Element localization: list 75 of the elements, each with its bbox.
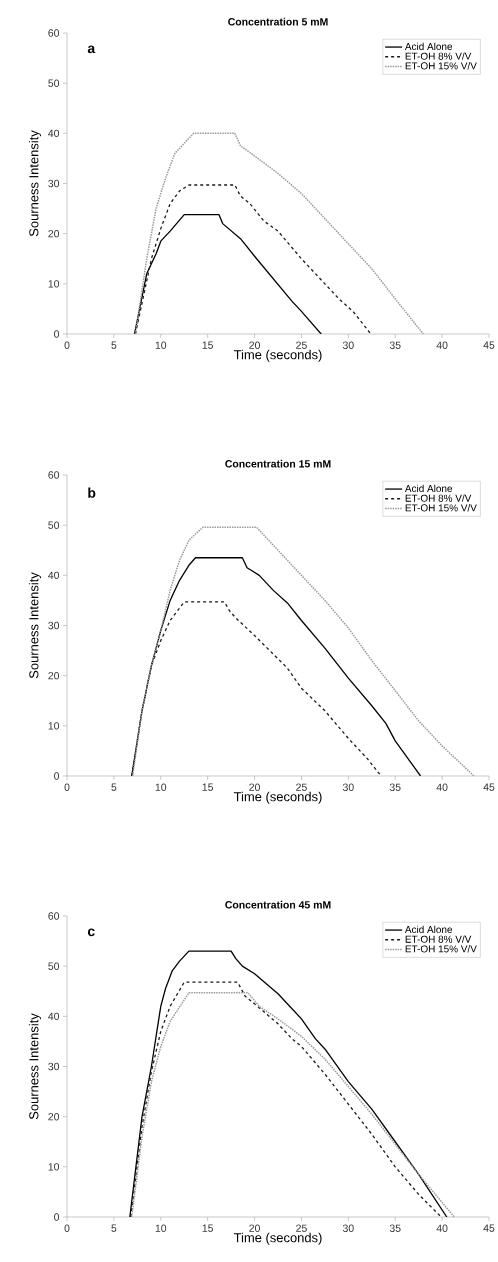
x-tick-label: 40	[436, 341, 448, 349]
x-tick-label: 35	[389, 341, 401, 349]
y-tick-label: 60	[48, 471, 60, 479]
legend-label: Acid Alone	[404, 484, 453, 493]
chart-title: Concentration 5 mM	[228, 17, 328, 26]
x-tick-label: 20	[249, 783, 260, 791]
y-tick-label: 50	[48, 962, 60, 970]
y-tick-label: 40	[48, 571, 60, 580]
x-tick-label: 45	[483, 783, 495, 791]
x-tick-label: 45	[483, 341, 495, 349]
x-tick-label: 35	[389, 783, 401, 791]
legend-label: Acid Alone	[404, 925, 453, 934]
annotation: c	[87, 928, 95, 937]
x-tick-label: 40	[436, 1224, 448, 1232]
y-tick-label: 10	[48, 280, 60, 288]
y-axis-title: Sourness Intensity	[28, 1013, 41, 1120]
x-axis-title: Time (seconds)	[233, 349, 322, 362]
y-tick-label: 0	[54, 1213, 60, 1221]
x-tick-label: 10	[155, 783, 167, 791]
legend-label: Acid Alone	[404, 42, 453, 51]
y-tick-label: 40	[48, 1012, 60, 1021]
x-tick-label: 45	[483, 1224, 495, 1232]
y-tick-label: 50	[48, 521, 60, 529]
legend-label: ET-OH 15% V/V	[405, 945, 477, 953]
y-tick-label: 10	[48, 1163, 60, 1171]
y-tick-label: 0	[54, 772, 60, 780]
y-tick-label: 60	[48, 29, 60, 37]
x-tick-label: 5	[111, 783, 117, 791]
legend-label: ET-OH 15% V/V	[405, 62, 477, 70]
y-tick-label: 60	[48, 912, 60, 920]
line-series	[131, 557, 422, 776]
x-tick-label: 30	[342, 341, 354, 349]
x-tick-label: 0	[64, 783, 70, 791]
chart-title: Concentration 45 mM	[225, 900, 331, 909]
x-tick-label: 40	[436, 783, 448, 791]
x-tick-label: 35	[389, 1224, 401, 1232]
x-tick-label: 0	[64, 1224, 70, 1232]
y-tick-label: 30	[48, 1062, 60, 1071]
chart-title: Concentration 15 mM	[225, 459, 331, 468]
x-tick-label: 15	[202, 1224, 214, 1232]
x-tick-label: 20	[249, 341, 260, 349]
legend-label: ET-OH 8% V/V	[405, 52, 472, 60]
x-tick-label: 10	[155, 341, 167, 349]
x-tick-label: 0	[64, 341, 70, 349]
y-tick-label: 20	[48, 229, 60, 238]
x-tick-label: 15	[202, 341, 214, 349]
x-tick-label: 25	[296, 783, 307, 791]
annotation: b	[88, 487, 96, 498]
x-tick-label: 20	[249, 1224, 260, 1232]
x-axis-title: Time (seconds)	[233, 1232, 322, 1245]
y-tick-label: 30	[48, 179, 60, 188]
y-tick-label: 40	[48, 129, 60, 138]
x-tick-label: 15	[202, 783, 214, 791]
y-tick-label: 0	[54, 330, 60, 338]
legend-label: ET-OH 15% V/V	[405, 504, 477, 512]
y-tick-label: 20	[48, 671, 60, 680]
legend-label: ET-OH 8% V/V	[405, 935, 472, 943]
x-tick-label: 30	[342, 1224, 354, 1232]
x-tick-label: 5	[111, 1224, 117, 1232]
x-tick-label: 5	[111, 341, 117, 349]
x-tick-label: 30	[342, 783, 354, 791]
line-series	[134, 184, 372, 334]
y-tick-label: 50	[48, 79, 60, 87]
annotation: a	[87, 45, 96, 54]
x-tick-label: 10	[155, 1224, 167, 1232]
line-series	[131, 601, 382, 776]
x-tick-label: 25	[296, 1224, 307, 1232]
y-tick-label: 20	[48, 1112, 60, 1121]
x-tick-label: 25	[296, 341, 307, 349]
legend-label: ET-OH 8% V/V	[405, 494, 472, 502]
y-axis-title: Sourness Intensity	[28, 572, 41, 679]
y-axis-title: Sourness Intensity	[28, 130, 41, 237]
y-tick-label: 30	[48, 621, 60, 630]
x-axis-title: Time (seconds)	[233, 791, 322, 804]
y-tick-label: 10	[48, 722, 60, 730]
